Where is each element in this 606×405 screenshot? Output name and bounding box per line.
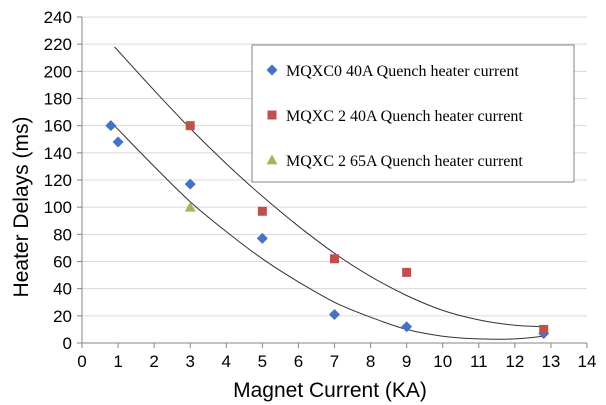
y-tick-label: 120: [44, 171, 72, 190]
x-tick-label: 9: [402, 352, 411, 371]
data-point-series-2: [257, 206, 267, 216]
x-tick-label: 14: [578, 352, 597, 371]
y-tick-label: 160: [44, 117, 72, 136]
x-tick-label: 3: [185, 352, 194, 371]
x-tick-label: 12: [505, 352, 524, 371]
data-point-series-1: [329, 308, 340, 320]
data-point-series-1: [112, 136, 124, 148]
axes: [77, 16, 588, 348]
x-tick-label: 6: [294, 352, 303, 371]
x-axis-title: Magnet Current (KA): [233, 379, 427, 402]
data-point-series-2: [185, 121, 195, 131]
x-tick-label: 4: [222, 352, 231, 371]
legend-label-2: MQXC 2 40A Quench heater current: [286, 108, 523, 125]
x-tick-label: 11: [470, 352, 488, 371]
y-tick-label: 60: [53, 253, 72, 272]
data-point-series-3: [184, 201, 196, 212]
y-tick-label: 140: [44, 144, 72, 163]
y-tick-label: 220: [44, 35, 72, 54]
legend-marker-1: [266, 64, 278, 76]
y-tick-label: 80: [53, 225, 72, 244]
data-point-series-2: [330, 254, 339, 264]
legend-label-3: MQXC 2 65A Quench heater current: [286, 153, 523, 170]
x-tick-label: 7: [330, 352, 339, 371]
y-tick-label: 200: [44, 62, 72, 81]
y-tick-label: 20: [53, 307, 72, 326]
y-axis-title: Heater Delays (ms): [10, 117, 33, 298]
x-tick-label: 0: [77, 352, 86, 371]
x-tick-label: 5: [258, 352, 267, 371]
data-point-series-2: [539, 324, 549, 334]
legend-marker-2: [267, 110, 277, 120]
legend-box: [251, 44, 575, 183]
x-tick-label: 13: [541, 352, 560, 371]
x-tick-label: 10: [433, 352, 452, 371]
legend-marker-3: [266, 154, 278, 165]
data-point-series-1: [256, 232, 268, 244]
data-point-series-1: [105, 120, 117, 132]
y-tick-label: 180: [44, 90, 72, 109]
legend: MQXC0 40A Quench heater current MQXC 2 40…: [251, 44, 575, 183]
data-point-series-2: [402, 267, 412, 277]
data-point-series-1: [401, 321, 413, 333]
y-tick-label: 100: [44, 198, 72, 217]
y-tick-label: 240: [44, 8, 72, 27]
x-tick-label: 2: [149, 352, 158, 371]
y-tick-labels: 0 20 40 60 80 100 120 140 160 180 200 220 240: [44, 8, 72, 353]
x-tick-labels: 0 1 2 3 4 5 6 7 8 9 10 11 12 13 14: [77, 352, 596, 371]
y-tick-label: 0: [63, 334, 72, 353]
data-points: [105, 120, 550, 339]
x-tick-label: 1: [113, 352, 122, 371]
x-tick-label: 8: [366, 352, 375, 371]
legend-label-1: MQXC0 40A Quench heater current: [286, 63, 519, 80]
y-tick-label: 40: [53, 280, 72, 299]
data-point-series-1: [184, 178, 196, 190]
